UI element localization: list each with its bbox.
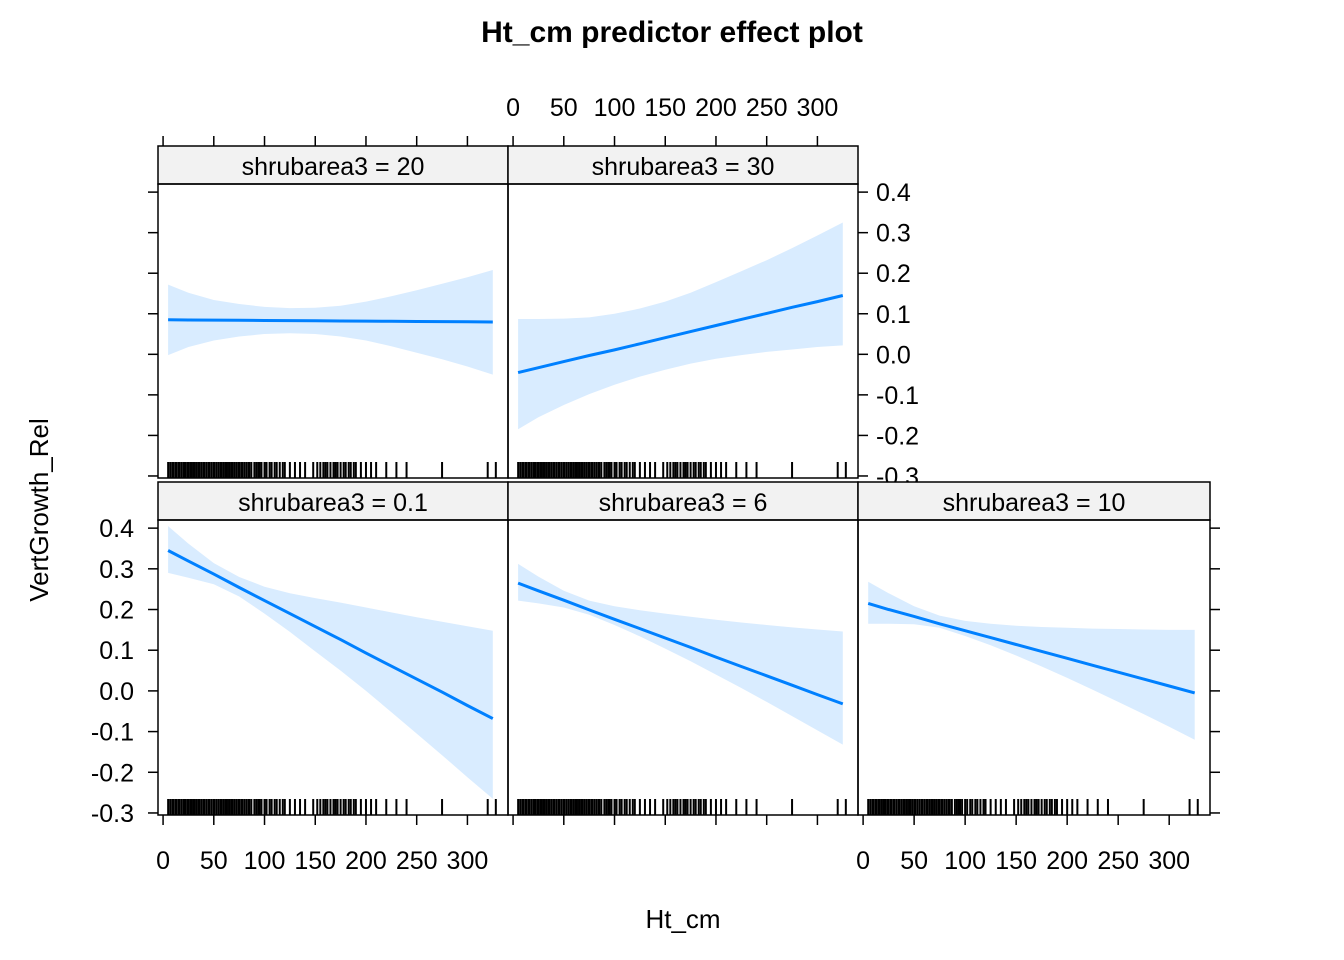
strip [507,481,859,521]
confidence-band [518,222,843,430]
strip-label: shrubarea3 = 0.1 [238,489,428,517]
x-tick-label: 150 [294,847,336,875]
y-tick-label: -0.2 [876,422,919,450]
strip [857,481,1211,521]
strip-label: shrubarea3 = 30 [592,153,775,181]
y-tick-label: 0.3 [99,556,134,584]
fit-line [167,549,494,720]
x-tick-label: 100 [944,847,986,875]
y-tick-label: -0.1 [876,382,919,410]
x-tick-label: 200 [345,847,387,875]
panel: shrubarea3 = 30-0.3-0.2-0.10.00.10.20.30… [506,94,919,491]
x-tick-label: 0 [156,847,170,875]
y-tick-label: 0.2 [99,597,134,625]
panels: shrubarea3 = 20 shrubarea3 = 30 -0.3 -0.2 -0… [91,94,1220,875]
x-tick-label: 50 [550,94,578,122]
x-tick-label: 300 [797,94,839,122]
y-tick-label: 0.2 [876,260,911,288]
panel: shrubarea3 = 10 0 50 100 150 200 250 300 [856,481,1220,875]
panel: shrubarea3 = 20 [148,136,509,479]
y-tick-label: 0.4 [99,515,134,543]
x-tick-label: 150 [995,847,1037,875]
y-tick-label: -0.3 [91,800,134,828]
rug [167,462,497,478]
y-tick-label: 0.4 [876,179,911,207]
x-tick-label: 100 [244,847,286,875]
x-tick-label: 50 [200,847,228,875]
y-axis-label: VertGrowth_Rel [24,418,54,602]
rug [517,799,847,815]
strip [507,145,859,185]
y-tick-label: 0.3 [876,220,911,248]
y-tick-label: 0.0 [99,678,134,706]
x-tick-label: 200 [1046,847,1088,875]
x-tick-label: 200 [695,94,737,122]
rug [517,462,847,478]
strip-label: shrubarea3 = 6 [599,489,768,517]
x-tick-label: 300 [447,847,489,875]
panel: shrubarea3 = 6 [507,481,859,825]
rug [167,799,497,815]
y-tick-label: -0.1 [91,719,134,747]
panel-frame [857,519,1211,816]
x-tick-label: 300 [1148,847,1190,875]
y-tick-label: 0.1 [876,301,911,329]
y-tick-label: 0.1 [99,637,134,665]
x-tick-label: 100 [594,94,636,122]
x-axis-label: Ht_cm [645,904,720,934]
fit-line [517,294,844,375]
panel: shrubarea3 = 0.1 -0.3 -0.2 -0.1 0.0 0.1 0.2 0.3… [91,481,509,875]
x-tick-label: 150 [644,94,686,122]
confidence-band [868,581,1195,740]
confidence-band [168,526,493,799]
x-tick-label: 0 [506,94,520,122]
strip-label: shrubarea3 = 10 [943,489,1126,517]
fit-line [168,318,493,324]
x-tick-label: 250 [1097,847,1139,875]
x-tick-label: 250 [396,847,438,875]
rug [867,799,1199,815]
x-tick-label: 250 [746,94,788,122]
x-tick-label: 0 [856,847,870,875]
fit-line [867,601,1196,695]
fit-line [517,581,844,706]
strip-label: shrubarea3 = 20 [242,153,425,181]
y-tick-label: 0.0 [876,341,911,369]
confidence-band [518,563,843,745]
panel-frame [507,183,859,479]
y-tick-label: -0.2 [91,759,134,787]
strip [157,481,509,521]
x-tick-label: 50 [900,847,928,875]
chart-title: Ht_cm predictor effect plot [481,16,863,49]
